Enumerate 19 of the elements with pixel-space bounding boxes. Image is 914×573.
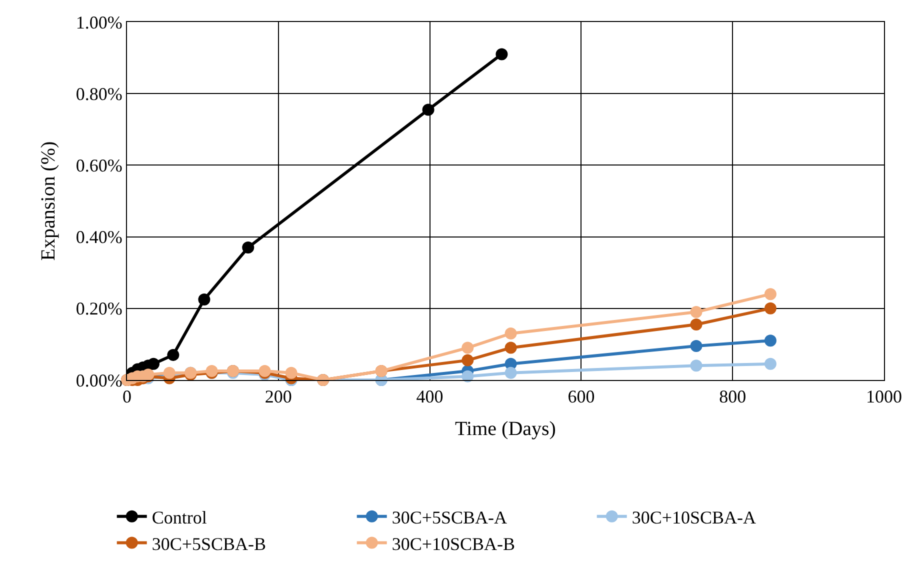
y-tick-label: 0.00% [76,370,122,390]
legend-label: 30C+10SCBA-B [392,534,516,554]
x-tick-label: 200 [264,386,292,407]
y-axis-title: Expansion (%) [37,141,60,261]
x-tick-label: 1000 [866,386,902,407]
legend-label: 30C+5SCBA-A [392,507,508,528]
x-tick-label: 800 [719,386,746,407]
x-tick-label: 0 [122,386,132,407]
y-tick-label: 0.20% [76,298,122,319]
y-tick-label: 1.00% [76,12,122,32]
legend-label: 30C+5SCBA-B [152,534,266,554]
legend-label: 30C+10SCBA-A [632,507,756,528]
y-tick-label: 0.60% [76,156,122,176]
legend-label: Control [152,507,207,528]
x-tick-label: 400 [416,386,444,407]
y-tick-label: 0.80% [76,84,122,104]
y-tick-label: 0.40% [76,227,122,248]
x-tick-label: 600 [568,386,595,407]
x-axis-title: Time (Days) [455,418,556,440]
